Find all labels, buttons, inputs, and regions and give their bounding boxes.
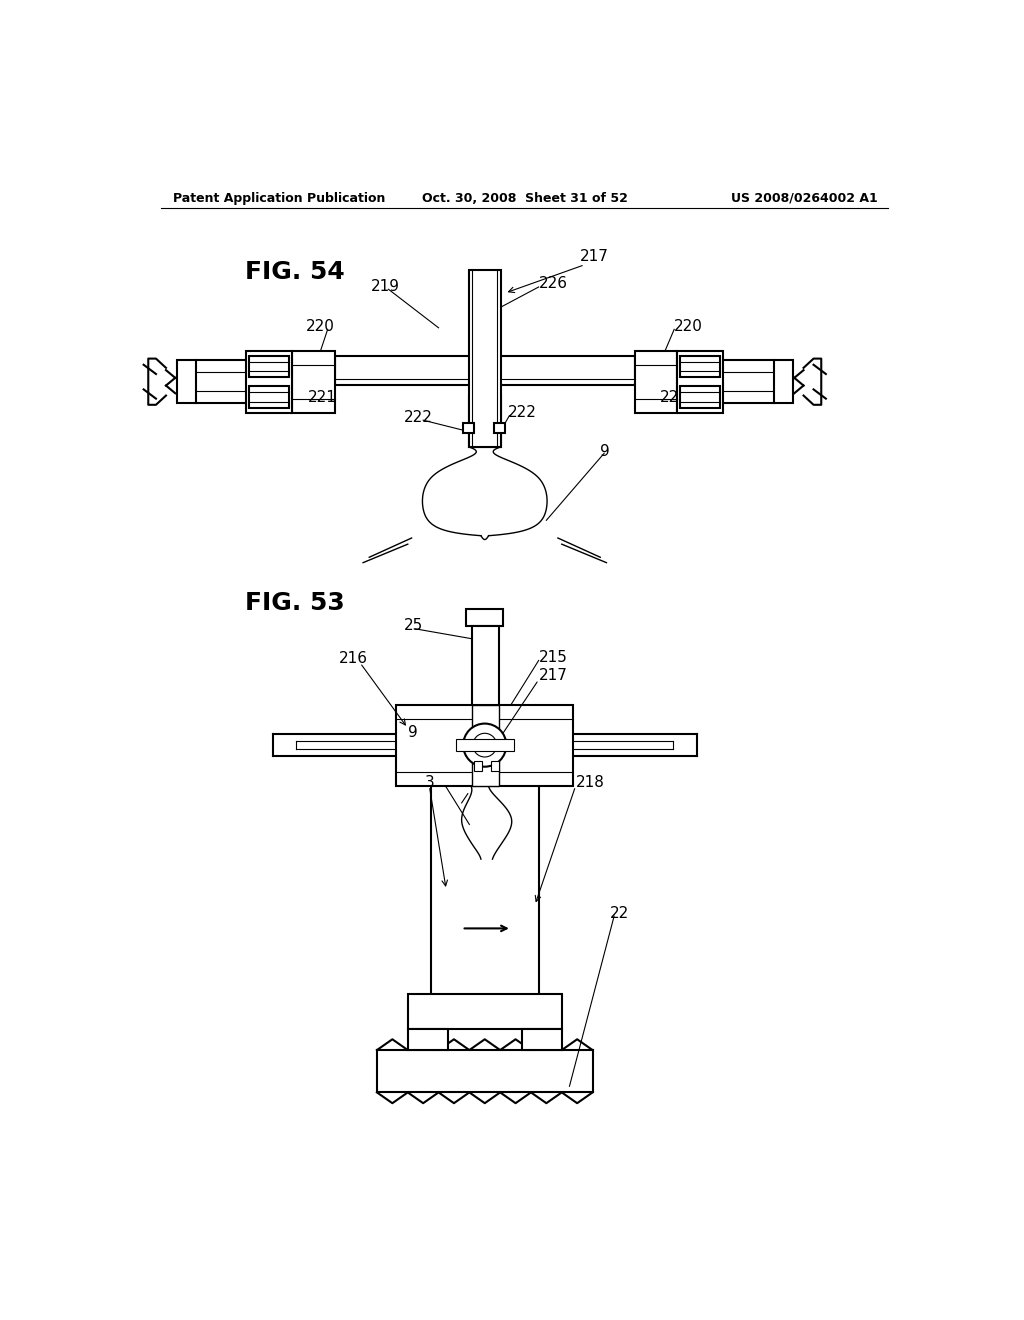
FancyBboxPatch shape	[680, 355, 720, 378]
Bar	[472, 705, 499, 785]
Text: 9: 9	[408, 725, 418, 739]
Text: 221: 221	[307, 389, 337, 405]
Bar	[292, 351, 335, 412]
Text: 220: 220	[674, 318, 703, 334]
Bar	[463, 422, 474, 433]
FancyBboxPatch shape	[680, 387, 720, 408]
Text: 220: 220	[306, 318, 335, 334]
Bar	[466, 609, 503, 626]
Text: 226: 226	[539, 276, 567, 292]
Ellipse shape	[463, 723, 506, 767]
Text: 9: 9	[600, 444, 610, 458]
Text: 221: 221	[660, 389, 689, 405]
Text: Oct. 30, 2008  Sheet 31 of 52: Oct. 30, 2008 Sheet 31 of 52	[422, 191, 628, 205]
FancyBboxPatch shape	[249, 355, 289, 378]
Bar	[773, 360, 793, 404]
Text: 219: 219	[371, 279, 399, 294]
Text: Patent Application Publication: Patent Application Publication	[173, 191, 385, 205]
Text: 25: 25	[403, 618, 423, 634]
Text: 3: 3	[425, 775, 434, 789]
Text: 215: 215	[539, 649, 567, 665]
Text: 222: 222	[508, 405, 537, 420]
Text: 222: 222	[403, 409, 433, 425]
Bar	[335, 355, 635, 385]
Bar	[494, 422, 505, 433]
Bar	[472, 626, 499, 705]
Bar	[474, 762, 481, 771]
FancyBboxPatch shape	[249, 387, 289, 408]
Bar	[677, 351, 724, 412]
Bar	[408, 994, 562, 1028]
Bar	[521, 1028, 562, 1051]
Ellipse shape	[473, 734, 497, 756]
Bar	[408, 1028, 447, 1051]
Text: 217: 217	[580, 249, 608, 264]
Bar	[635, 351, 677, 412]
Bar	[396, 705, 573, 785]
Text: FIG. 54: FIG. 54	[245, 260, 344, 284]
Text: 217: 217	[539, 668, 567, 684]
Bar	[177, 360, 196, 404]
Bar	[469, 271, 501, 447]
Bar	[246, 351, 292, 412]
Text: 216: 216	[339, 651, 368, 667]
Text: US 2008/0264002 A1: US 2008/0264002 A1	[731, 191, 878, 205]
Text: 22: 22	[609, 906, 629, 920]
Bar	[456, 739, 514, 751]
Bar	[469, 396, 501, 447]
Text: FIG. 53: FIG. 53	[245, 591, 344, 615]
Text: 218: 218	[575, 775, 604, 789]
Bar	[490, 762, 499, 771]
